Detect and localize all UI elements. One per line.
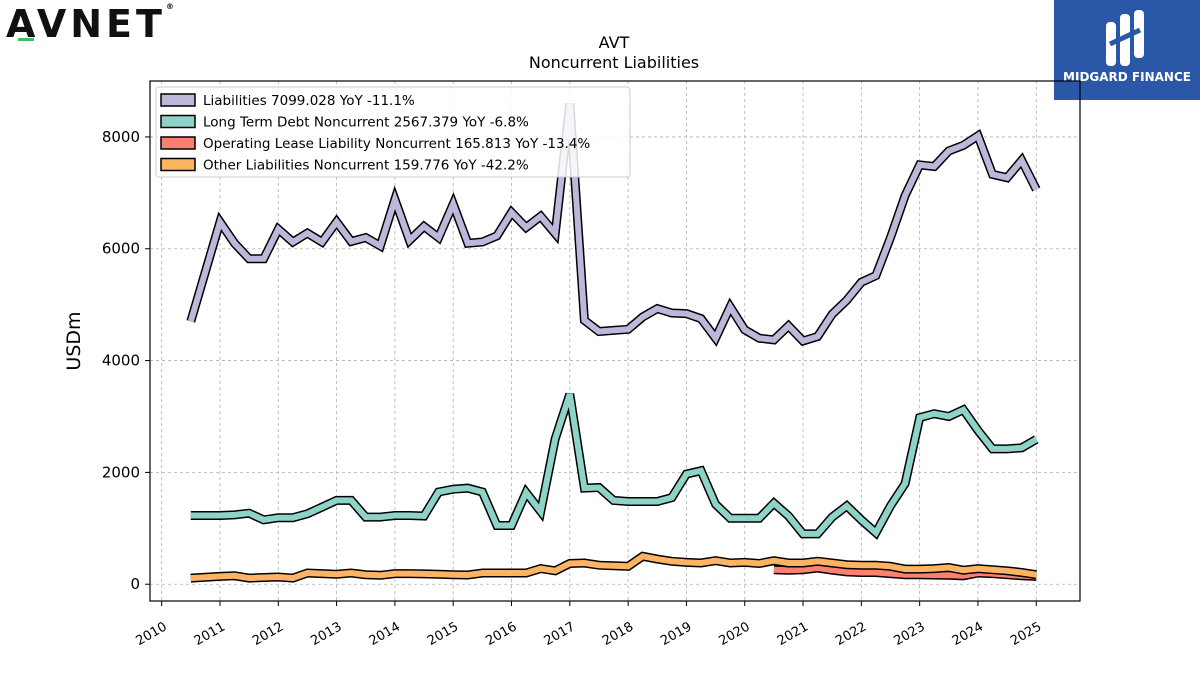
x-axis: 2010 2011 2012 2013 2014 2015 2016 2017 2018 2019… — [134, 601, 1044, 649]
midgard-finance-label: MIDGARD FINANCE — [1063, 70, 1191, 84]
x-tick-label: 2016 — [483, 619, 519, 649]
legend-box — [155, 86, 631, 178]
x-tick-label: 2024 — [950, 619, 986, 649]
x-tick-label: 2019 — [658, 619, 694, 649]
legend-swatch-3 — [160, 157, 196, 172]
legend-swatch-2 — [160, 136, 196, 150]
y-axis: 0 2000 4000 6000 8000 — [102, 128, 150, 593]
series-line-1 — [190, 393, 1038, 538]
x-tick-label: 2021 — [775, 619, 811, 649]
midgard-emblem-icon — [1106, 10, 1144, 66]
legend-swatch-1 — [160, 114, 196, 129]
x-tick-label: 2020 — [717, 619, 753, 649]
x-tick-label: 2011 — [192, 619, 228, 649]
x-tick-label: 2018 — [600, 619, 636, 649]
y-axis-label: USDm — [63, 311, 85, 370]
legend: Liabilities 7099.028 YoY -11.1% Long Term… — [155, 86, 631, 178]
x-tick-label: 2017 — [542, 619, 578, 649]
x-tick-label: 2013 — [308, 619, 344, 649]
legend-swatch-0 — [160, 93, 196, 107]
x-tick-label: 2023 — [891, 619, 927, 649]
x-tick-label: 2015 — [425, 619, 461, 649]
y-tick-label: 2000 — [102, 463, 140, 481]
y-tick-label: 6000 — [102, 240, 140, 258]
y-tick-label: 8000 — [102, 128, 140, 146]
x-tick-label: 2022 — [833, 619, 869, 649]
legend-entry-2: Operating Lease Liability Noncurrent 165… — [203, 136, 590, 152]
x-tick-label: 2010 — [134, 619, 170, 649]
legend-entry-1: Long Term Debt Noncurrent 2567.379 YoY -… — [203, 115, 529, 131]
legend-entry-0: Liabilities 7099.028 YoY -11.1% — [203, 93, 415, 109]
avnet-logo: AVNET® — [6, 2, 174, 46]
x-tick-label: 2014 — [367, 619, 403, 649]
y-tick-label: 4000 — [102, 352, 140, 370]
chart-title: AVT — [599, 33, 630, 52]
legend-entry-3: Other Liabilities Noncurrent 159.776 YoY… — [203, 158, 529, 174]
series-lines — [186, 102, 1041, 583]
x-tick-label: 2012 — [250, 619, 286, 649]
x-tick-label: 2025 — [1008, 619, 1044, 649]
series-line-0 — [187, 103, 1039, 345]
series-line-3 — [190, 553, 1037, 582]
plot-frame — [149, 80, 1081, 602]
y-tick-label: 0 — [130, 575, 140, 593]
chart-subtitle: Noncurrent Liabilities — [529, 53, 699, 72]
midgard-finance-logo: MIDGARD FINANCE — [1054, 0, 1200, 100]
